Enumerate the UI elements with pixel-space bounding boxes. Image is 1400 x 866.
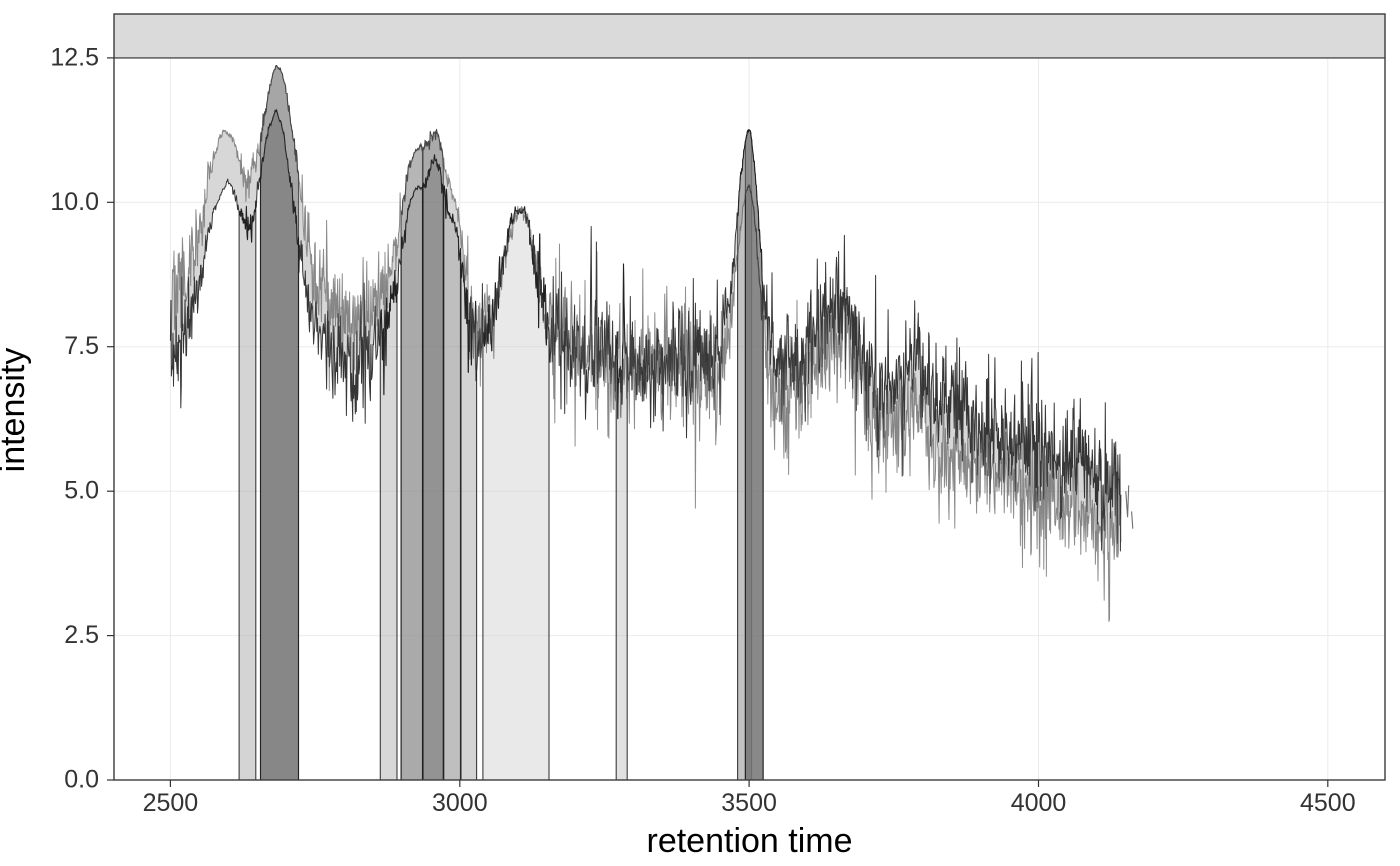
svg-text:7.5: 7.5 — [64, 332, 99, 360]
svg-text:4000: 4000 — [1011, 789, 1067, 817]
svg-text:2.5: 2.5 — [64, 621, 99, 649]
svg-text:3000: 3000 — [432, 789, 488, 817]
svg-text:3500: 3500 — [721, 789, 777, 817]
svg-text:2500: 2500 — [143, 789, 199, 817]
svg-text:retention time: retention time — [647, 822, 853, 860]
svg-text:4500: 4500 — [1300, 789, 1356, 817]
svg-text:10.0: 10.0 — [50, 188, 99, 216]
svg-text:5.0: 5.0 — [64, 477, 99, 505]
svg-text:0.0: 0.0 — [64, 766, 99, 794]
svg-text:intensity: intensity — [0, 348, 32, 473]
svg-text:12.5: 12.5 — [50, 43, 99, 71]
